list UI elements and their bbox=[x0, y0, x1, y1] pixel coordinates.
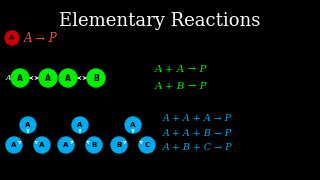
Circle shape bbox=[34, 137, 50, 153]
Text: A: A bbox=[45, 73, 51, 82]
Circle shape bbox=[39, 69, 57, 87]
Text: A: A bbox=[11, 142, 17, 148]
Circle shape bbox=[11, 69, 29, 87]
Circle shape bbox=[5, 31, 19, 45]
Text: A: A bbox=[39, 142, 45, 148]
Text: Elementary Reactions: Elementary Reactions bbox=[59, 12, 261, 30]
Text: A: A bbox=[63, 142, 69, 148]
Circle shape bbox=[111, 137, 127, 153]
Circle shape bbox=[6, 137, 22, 153]
Text: B: B bbox=[93, 73, 99, 82]
Circle shape bbox=[125, 117, 141, 133]
Text: A: A bbox=[130, 122, 136, 128]
Text: A + B + C → P: A + B + C → P bbox=[163, 143, 233, 152]
Text: A: A bbox=[9, 35, 15, 41]
Circle shape bbox=[58, 137, 74, 153]
Circle shape bbox=[20, 117, 36, 133]
Circle shape bbox=[72, 117, 88, 133]
Text: B: B bbox=[92, 142, 97, 148]
Text: A: A bbox=[77, 122, 83, 128]
Text: A: A bbox=[25, 122, 31, 128]
Circle shape bbox=[59, 69, 77, 87]
Circle shape bbox=[86, 137, 102, 153]
Text: A + A → P: A + A → P bbox=[155, 64, 207, 73]
Text: C: C bbox=[144, 142, 149, 148]
Text: A + A + A → P: A + A + A → P bbox=[163, 114, 232, 123]
Text: A + B → P: A + B → P bbox=[155, 82, 208, 91]
Text: B: B bbox=[116, 142, 122, 148]
Text: A: A bbox=[65, 73, 71, 82]
Text: A → P: A → P bbox=[24, 31, 58, 44]
Text: A + A + B → P: A + A + B → P bbox=[163, 129, 232, 138]
Text: A: A bbox=[17, 73, 23, 82]
Circle shape bbox=[139, 137, 155, 153]
Text: A: A bbox=[5, 74, 11, 82]
Circle shape bbox=[87, 69, 105, 87]
